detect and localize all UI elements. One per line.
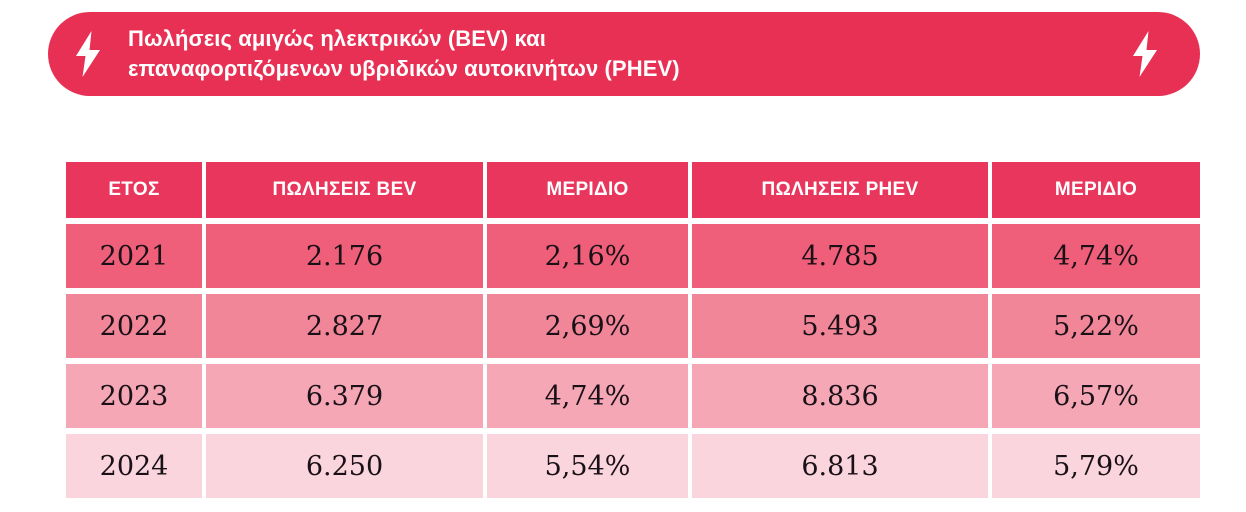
column-header-phev-share: ΜΕΡΙΔΙΟ — [988, 162, 1200, 218]
cell-bev-share: 4,74% — [483, 364, 688, 428]
cell-phev-share: 6,57% — [988, 364, 1200, 428]
table-row: 2023 6.379 4,74% 8.836 6,57% — [66, 364, 1200, 428]
banner-title: Πωλήσεις αμιγώς ηλεκτρικών (BEV) και επα… — [128, 24, 1090, 85]
cell-bev-sales: 6.250 — [202, 434, 483, 498]
cell-phev-share: 5,22% — [988, 294, 1200, 358]
cell-phev-sales: 4.785 — [688, 224, 988, 288]
cell-year: 2021 — [66, 224, 202, 288]
table-row: 2024 6.250 5,54% 6.813 5,79% — [66, 434, 1200, 498]
cell-year: 2022 — [66, 294, 202, 358]
column-header-bev-sales: ΠΩΛΗΣΕΙΣ BEV — [202, 162, 483, 218]
header-banner: Πωλήσεις αμιγώς ηλεκτρικών (BEV) και επα… — [48, 12, 1200, 96]
lightning-bolt-icon — [48, 31, 128, 77]
column-header-year: ΕΤΟΣ — [66, 162, 202, 218]
banner-title-line-2: επαναφορτιζόμενων υβριδικών αυτοκινήτων … — [128, 56, 680, 81]
cell-bev-share: 2,16% — [483, 224, 688, 288]
cell-bev-sales: 2.827 — [202, 294, 483, 358]
cell-phev-share: 4,74% — [988, 224, 1200, 288]
cell-phev-share: 5,79% — [988, 434, 1200, 498]
column-header-bev-share: ΜΕΡΙΔΙΟ — [483, 162, 688, 218]
cell-phev-sales: 8.836 — [688, 364, 988, 428]
cell-phev-sales: 6.813 — [688, 434, 988, 498]
cell-phev-sales: 5.493 — [688, 294, 988, 358]
ev-sales-table: ΕΤΟΣ ΠΩΛΗΣΕΙΣ BEV ΜΕΡΙΔΙΟ ΠΩΛΗΣΕΙΣ PHEV … — [66, 162, 1200, 498]
cell-bev-sales: 2.176 — [202, 224, 483, 288]
column-header-phev-sales: ΠΩΛΗΣΕΙΣ PHEV — [688, 162, 988, 218]
cell-bev-share: 2,69% — [483, 294, 688, 358]
table-row: 2021 2.176 2,16% 4.785 4,74% — [66, 224, 1200, 288]
lightning-bolt-icon — [1090, 31, 1200, 77]
table-row: 2022 2.827 2,69% 5.493 5,22% — [66, 294, 1200, 358]
cell-bev-sales: 6.379 — [202, 364, 483, 428]
banner-title-line-1: Πωλήσεις αμιγώς ηλεκτρικών (BEV) και — [128, 25, 546, 51]
cell-bev-share: 5,54% — [483, 434, 688, 498]
cell-year: 2024 — [66, 434, 202, 498]
cell-year: 2023 — [66, 364, 202, 428]
table-header-row: ΕΤΟΣ ΠΩΛΗΣΕΙΣ BEV ΜΕΡΙΔΙΟ ΠΩΛΗΣΕΙΣ PHEV … — [66, 162, 1200, 218]
